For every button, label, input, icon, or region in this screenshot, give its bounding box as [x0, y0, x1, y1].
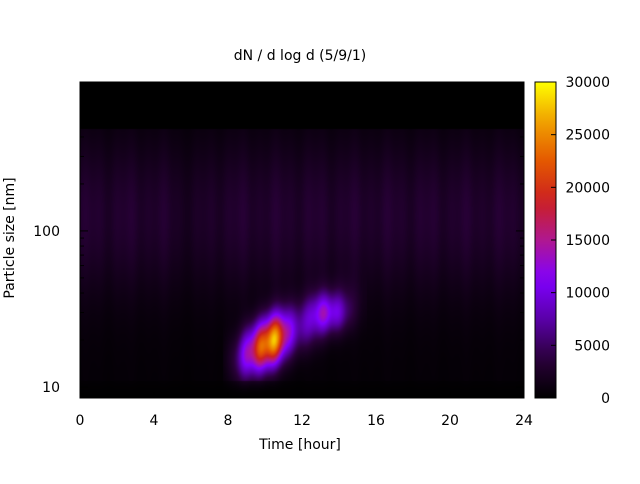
colorbar-tick-label: 0 — [601, 391, 610, 407]
colorbar-tick-label: 10000 — [565, 286, 610, 302]
y-axis: 10 100 — [33, 81, 524, 396]
x-tick-label: 24 — [515, 413, 533, 429]
colorbar-tick-label: 20000 — [565, 180, 610, 196]
colorbar-tick-label: 5000 — [574, 338, 610, 354]
x-axis: 0 4 8 12 16 20 24 — [76, 82, 533, 429]
x-tick-label: 8 — [224, 413, 233, 429]
x-axis-label: Time [hour] — [258, 437, 341, 453]
y-tick-label: 100 — [33, 224, 60, 240]
x-tick-label: 4 — [150, 413, 159, 429]
heatmap-image — [80, 82, 524, 398]
colorbar-tick-label: 30000 — [565, 75, 610, 91]
x-tick-label: 16 — [367, 413, 385, 429]
x-tick-label: 0 — [76, 413, 85, 429]
plot-area — [80, 82, 524, 398]
y-axis-label: Particle size [nm] — [2, 177, 18, 298]
colorbar-tick-label: 15000 — [565, 233, 610, 249]
colorbar-tick-label: 25000 — [565, 128, 610, 144]
y-tick-label: 10 — [42, 380, 60, 396]
colorbar: 0 5000 10000 15000 20000 25000 30000 — [534, 75, 610, 407]
x-tick-label: 12 — [293, 413, 311, 429]
chart-title: dN / d log d (5/9/1) — [234, 48, 367, 64]
x-tick-label: 20 — [441, 413, 459, 429]
